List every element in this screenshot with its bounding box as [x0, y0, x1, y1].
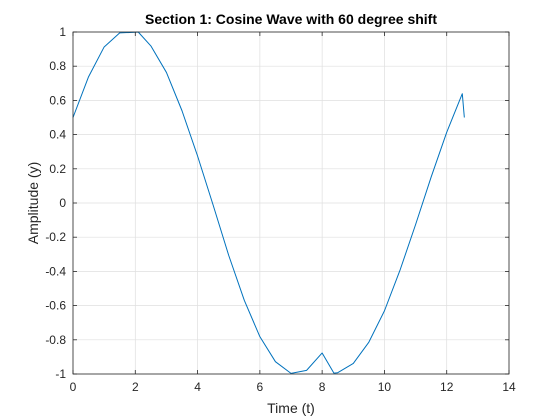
x-axis-title: Time (t) [267, 400, 315, 416]
chart-title: Section 1: Cosine Wave with 60 degree sh… [145, 11, 437, 27]
y-tick-label: 0.6 [49, 93, 66, 107]
x-tick-label: 8 [319, 380, 326, 394]
y-tick-label: -0.8 [45, 333, 66, 347]
x-tick-label: 0 [70, 380, 77, 394]
y-tick-label: 0.4 [49, 128, 66, 142]
ticks [72, 31, 510, 375]
y-tick-label: -0.2 [45, 230, 66, 244]
y-tick-label: 1 [59, 25, 66, 39]
x-tick-label: 6 [257, 380, 264, 394]
y-axis-title: Amplitude (y) [25, 162, 41, 244]
y-tick-label: 0.2 [49, 162, 66, 176]
y-tick-labels: -1 -0.8 -0.6 -0.4 -0.2 0 0.2 0.4 0.6 0.8 1 [45, 25, 66, 381]
x-tick-label: 14 [502, 380, 516, 394]
x-tick-label: 2 [132, 380, 139, 394]
x-tick-label: 12 [440, 380, 454, 394]
y-tick-label: 0.8 [49, 59, 66, 73]
y-tick-label: -1 [55, 367, 66, 381]
x-tick-labels: 0 2 4 6 8 10 12 14 [70, 380, 516, 394]
x-tick-label: 4 [194, 380, 201, 394]
y-tick-label: -0.6 [45, 299, 66, 313]
y-tick-label: -0.4 [45, 264, 66, 278]
y-tick-label: 0 [59, 196, 66, 210]
x-tick-label: 10 [378, 380, 392, 394]
